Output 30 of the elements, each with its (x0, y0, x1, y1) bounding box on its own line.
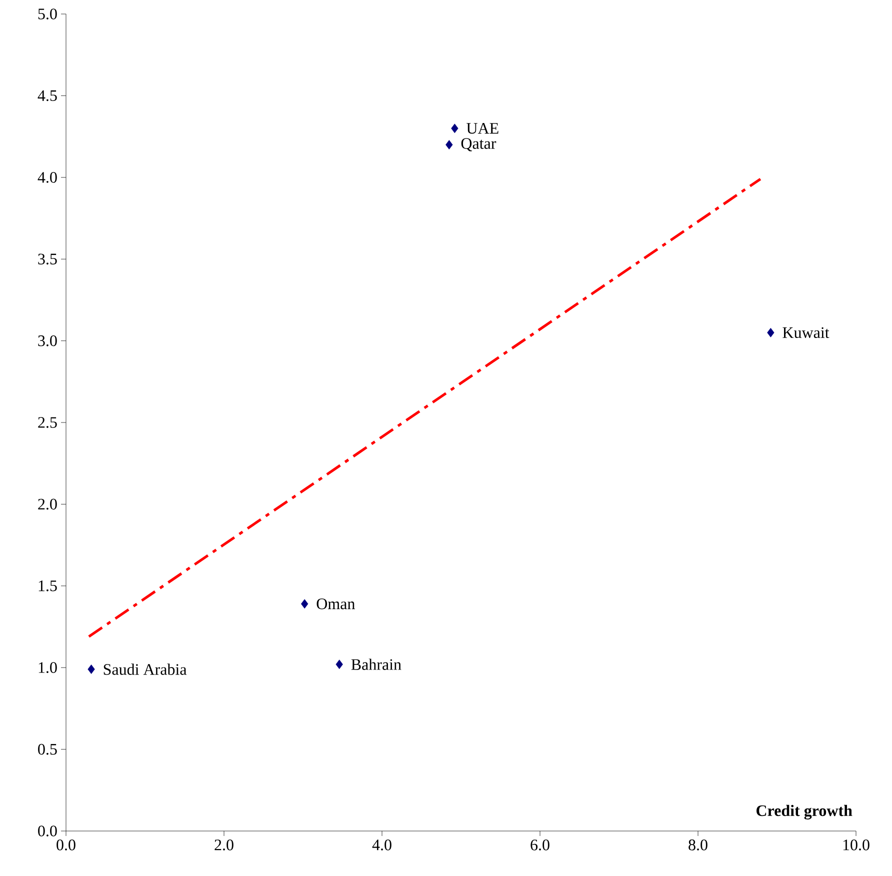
annotation: Bahrain (351, 658, 402, 670)
x-tick-label: 8.0 (688, 840, 708, 850)
y-tick-label: 4.5 (38, 90, 57, 102)
annotation: UAE (466, 123, 498, 134)
y-tick-label: 1.5 (38, 580, 57, 592)
y-tick-label: 0.5 (38, 744, 57, 755)
x-tick-label: 4.0 (372, 840, 392, 850)
x-tick-label: 0.0 (56, 840, 76, 850)
y-tick-label: 4.0 (38, 172, 57, 183)
point (336, 660, 343, 670)
x-tick-label: 10.0 (843, 840, 870, 850)
y-tick-label: 5.0 (38, 8, 57, 20)
y-tick-label: 0.0 (38, 826, 57, 836)
y-tick-label: 2.5 (38, 417, 57, 428)
x-axis-title: Credit growth (756, 804, 852, 820)
point (451, 124, 458, 134)
y-tick-label: 3.5 (38, 254, 57, 264)
annotation: Kuwait (782, 327, 830, 338)
x-tick-label: 2.0 (214, 840, 234, 850)
point (88, 664, 95, 674)
point (446, 140, 453, 150)
point (767, 328, 774, 338)
annotation: Saudi Arabia (104, 664, 187, 675)
annotation: Qatar (461, 138, 496, 152)
annotation: Oman (316, 598, 355, 610)
y-tick-label: 2.0 (38, 498, 57, 510)
x-tick-label: 6.0 (530, 840, 550, 850)
y-tick-label: 1.0 (38, 662, 57, 674)
y-tick-label: 3.0 (38, 335, 57, 346)
point (301, 599, 308, 609)
